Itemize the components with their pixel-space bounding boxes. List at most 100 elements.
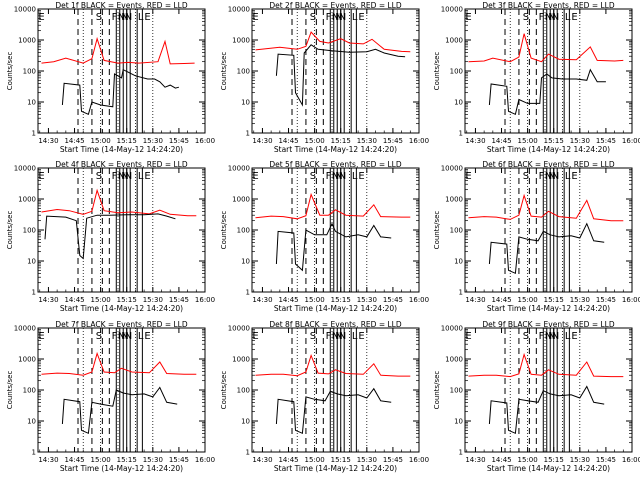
y-tick-label: 1000 bbox=[18, 37, 36, 45]
marker-label: N bbox=[121, 12, 128, 23]
panel-title: Det 6f BLACK = Events, RED = LLD bbox=[482, 160, 615, 169]
y-tick-label: 100 bbox=[237, 68, 250, 76]
x-tick-label: 15:15 bbox=[544, 137, 564, 145]
y-tick-label: 10 bbox=[27, 258, 36, 266]
axes-frame bbox=[251, 167, 420, 293]
marker-label: E bbox=[144, 12, 150, 23]
events-series-line bbox=[488, 68, 606, 115]
y-axis-label: Counts/sec bbox=[433, 52, 441, 91]
marker-label: E bbox=[252, 331, 258, 342]
marker-label: N bbox=[118, 331, 125, 342]
marker-label: N bbox=[548, 331, 555, 342]
x-tick-label: 15:45 bbox=[383, 456, 403, 464]
marker-label: N bbox=[552, 12, 559, 23]
x-tick-label: 15:00 bbox=[518, 456, 538, 464]
x-tick-label: 16:00 bbox=[622, 137, 640, 145]
panel-title: Det 2f BLACK = Events, RED = LLD bbox=[269, 1, 402, 10]
x-tick-label: 15:15 bbox=[544, 296, 564, 304]
marker-label: S bbox=[523, 12, 529, 23]
marker-label: S bbox=[310, 171, 316, 182]
x-tick-label: 14:45 bbox=[491, 296, 511, 304]
y-tick-label: 1000 bbox=[445, 37, 463, 45]
marker-label: N bbox=[118, 12, 125, 23]
marker-label: E bbox=[252, 12, 258, 23]
lld-series-line bbox=[468, 33, 624, 63]
x-tick-label: 14:45 bbox=[64, 456, 84, 464]
x-tick-label: 15:45 bbox=[596, 456, 616, 464]
y-tick-label: 100 bbox=[237, 387, 250, 395]
x-tick-label: 14:45 bbox=[491, 137, 511, 145]
marker-label: L bbox=[352, 331, 358, 342]
y-tick-label: 10000 bbox=[228, 165, 250, 173]
x-tick-label: 15:15 bbox=[117, 456, 137, 464]
y-tick-label: 10000 bbox=[441, 6, 463, 14]
marker-label: N bbox=[545, 12, 552, 23]
y-tick-label: 10000 bbox=[14, 165, 36, 173]
marker-label: N bbox=[545, 331, 552, 342]
events-series-line bbox=[275, 222, 392, 272]
x-tick-label: 14:45 bbox=[278, 137, 298, 145]
marker-label: E bbox=[358, 171, 364, 182]
events-series-line bbox=[275, 44, 406, 107]
y-tick-label: 10000 bbox=[14, 6, 36, 14]
y-tick-label: 10 bbox=[27, 99, 36, 107]
x-tick-label: 14:45 bbox=[278, 296, 298, 304]
x-tick-label: 15:45 bbox=[596, 137, 616, 145]
y-tick-label: 1 bbox=[32, 449, 36, 457]
x-tick-label: 14:30 bbox=[465, 296, 485, 304]
lld-series-line bbox=[468, 352, 624, 378]
x-tick-label: 15:00 bbox=[91, 137, 111, 145]
x-tick-label: 15:30 bbox=[143, 137, 163, 145]
marker-label: E bbox=[358, 12, 364, 23]
x-tick-label: 16:00 bbox=[195, 456, 215, 464]
marker-label: N bbox=[125, 331, 132, 342]
x-tick-label: 15:30 bbox=[357, 137, 377, 145]
marker-label: E bbox=[144, 171, 150, 182]
x-tick-label: 15:45 bbox=[383, 296, 403, 304]
marker-label: N bbox=[125, 171, 132, 182]
lld-series-line bbox=[255, 192, 411, 220]
x-axis-label: Start Time (14-May-12 14:24:20) bbox=[487, 145, 610, 154]
x-tick-label: 14:30 bbox=[465, 137, 485, 145]
marker-label: E bbox=[358, 331, 364, 342]
panel-title: Det 7f BLACK = Events, RED = LLD bbox=[55, 320, 188, 329]
y-tick-label: 10 bbox=[454, 99, 463, 107]
y-tick-label: 1000 bbox=[18, 196, 36, 204]
marker-label: F bbox=[539, 331, 545, 342]
marker-label: N bbox=[121, 331, 128, 342]
axes-frame bbox=[37, 327, 206, 453]
y-tick-label: 100 bbox=[23, 68, 36, 76]
x-tick-label: 14:45 bbox=[491, 456, 511, 464]
y-tick-label: 1000 bbox=[232, 196, 250, 204]
y-tick-label: 10 bbox=[241, 258, 250, 266]
x-tick-label: 14:30 bbox=[252, 137, 272, 145]
y-axis-label: Counts/sec bbox=[433, 371, 441, 410]
marker-label: F bbox=[326, 12, 332, 23]
lld-series-line bbox=[255, 354, 411, 377]
marker-label: N bbox=[339, 171, 346, 182]
marker-label: L bbox=[138, 171, 144, 182]
panel-title: Det 5f BLACK = Events, RED = LLD bbox=[269, 160, 402, 169]
marker-label: N bbox=[552, 171, 559, 182]
x-tick-label: 15:30 bbox=[357, 456, 377, 464]
marker-label: F bbox=[326, 171, 332, 182]
marker-label: L bbox=[565, 331, 571, 342]
y-tick-label: 100 bbox=[23, 387, 36, 395]
x-tick-label: 15:30 bbox=[570, 456, 590, 464]
x-tick-label: 14:30 bbox=[252, 456, 272, 464]
marker-label: F bbox=[326, 331, 332, 342]
axes-frame bbox=[37, 167, 206, 293]
marker-label: L bbox=[565, 171, 571, 182]
y-tick-label: 1 bbox=[246, 449, 250, 457]
x-tick-label: 15:45 bbox=[383, 137, 403, 145]
x-axis-label: Start Time (14-May-12 14:24:20) bbox=[274, 464, 397, 473]
marker-label: E bbox=[465, 171, 471, 182]
marker-label: N bbox=[335, 331, 342, 342]
y-tick-label: 1000 bbox=[445, 196, 463, 204]
y-tick-label: 1 bbox=[459, 289, 463, 297]
marker-label: E bbox=[252, 171, 258, 182]
x-tick-label: 15:15 bbox=[117, 137, 137, 145]
